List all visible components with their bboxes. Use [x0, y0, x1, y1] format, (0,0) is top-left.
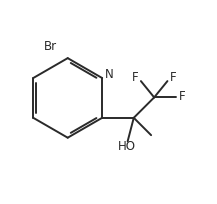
Text: F: F [132, 71, 138, 84]
Text: Br: Br [44, 40, 57, 53]
Text: F: F [179, 90, 186, 103]
Text: F: F [170, 71, 176, 84]
Text: N: N [105, 69, 114, 81]
Text: HO: HO [118, 141, 136, 153]
